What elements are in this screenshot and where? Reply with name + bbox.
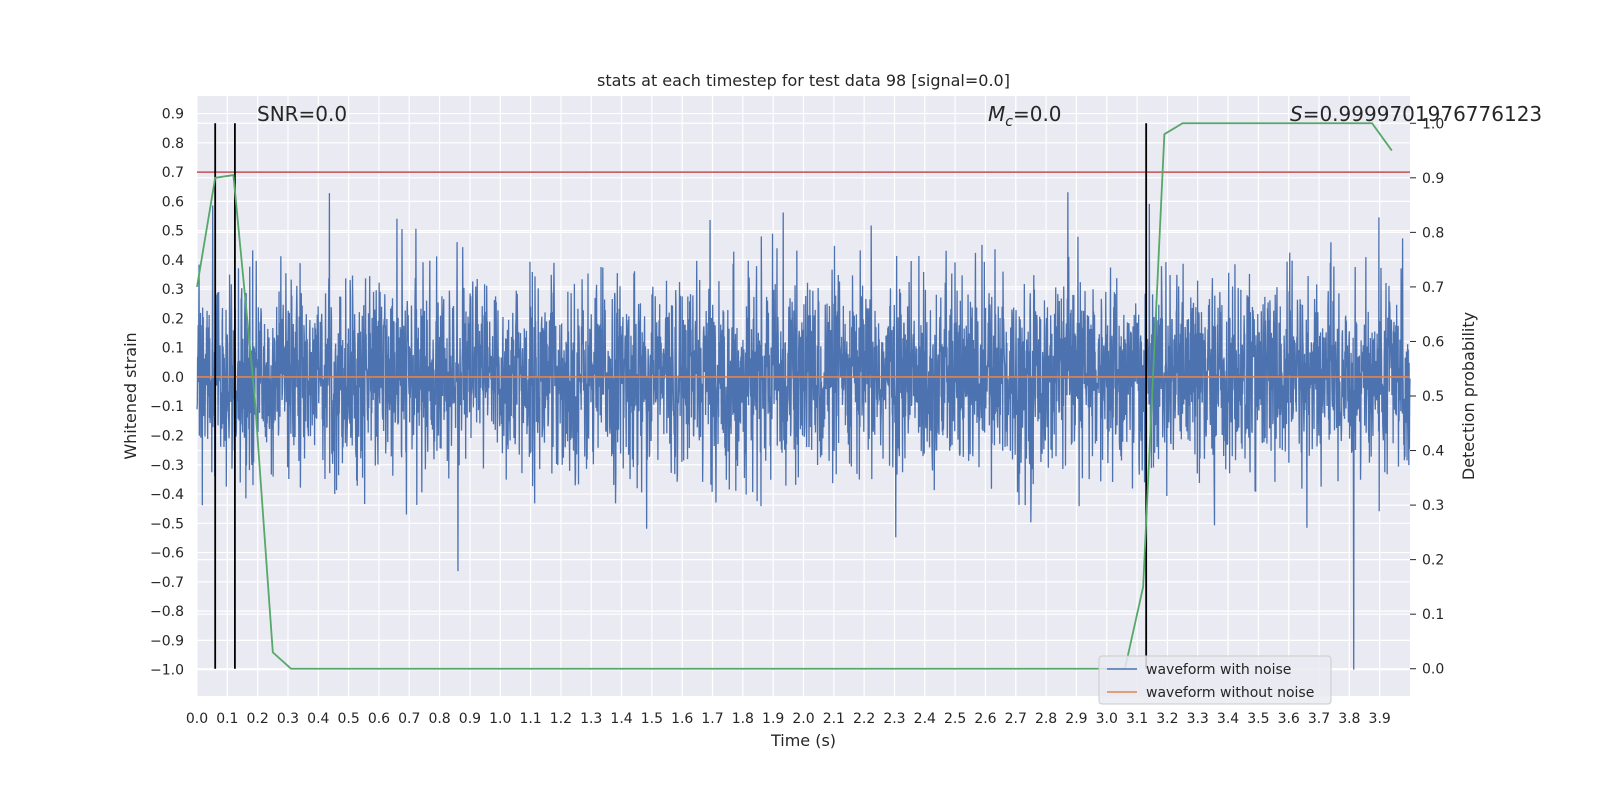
x-tick-label: 2.1 bbox=[823, 711, 845, 727]
x-tick-label: 3.1 bbox=[1126, 711, 1148, 727]
x-tick-label: 3.2 bbox=[1156, 711, 1178, 727]
y-tick-label: 0.8 bbox=[162, 136, 184, 152]
legend-label-waveform-without-noise: waveform without noise bbox=[1146, 685, 1314, 701]
x-tick-label: 0.2 bbox=[247, 711, 269, 727]
x-tick-label: 2.6 bbox=[974, 711, 996, 727]
x-tick-label: 2.0 bbox=[792, 711, 814, 727]
x-tick-label: 3.6 bbox=[1278, 711, 1300, 727]
x-tick-label: 0.0 bbox=[186, 711, 208, 727]
y-tick-label: 0.2 bbox=[162, 311, 184, 327]
x-axis-label: Time (s) bbox=[770, 731, 836, 750]
y-right-tick-label: 0.3 bbox=[1422, 498, 1444, 514]
x-tick-label: 2.2 bbox=[853, 711, 875, 727]
x-tick-label: 0.9 bbox=[459, 711, 481, 727]
y-right-axis-ticks: 1.0 0.9 0.8 0.7 0.6 0.5 0.4 0.3 0.2 0.1 0.0 bbox=[1410, 116, 1444, 678]
y-tick-label: −0.3 bbox=[150, 458, 184, 474]
y-tick-label: −0.1 bbox=[150, 399, 184, 415]
x-tick-label: 3.5 bbox=[1247, 711, 1269, 727]
vertical-markers bbox=[214, 123, 1148, 669]
y-right-tick-label: 0.6 bbox=[1422, 334, 1444, 350]
y-right-tick-label: 0.2 bbox=[1422, 553, 1444, 569]
annotation-snr: SNR=0.0 bbox=[257, 102, 347, 126]
x-tick-label: 0.5 bbox=[337, 711, 359, 727]
y-tick-label: 0.4 bbox=[162, 253, 184, 269]
y-tick-label: −0.9 bbox=[150, 633, 184, 649]
x-tick-label: 1.0 bbox=[489, 711, 511, 727]
x-tick-label: 2.8 bbox=[1035, 711, 1057, 727]
series-line-detection-probability bbox=[196, 122, 1393, 670]
x-tick-label: 0.8 bbox=[428, 711, 450, 727]
x-tick-label: 0.1 bbox=[216, 711, 238, 727]
legend-box bbox=[1098, 655, 1332, 705]
annotation-mc: Mc=0.0 bbox=[988, 102, 1062, 130]
y-tick-label: 0.7 bbox=[162, 165, 184, 181]
series-detection-probability bbox=[196, 122, 1393, 670]
x-tick-label: 1.1 bbox=[519, 711, 541, 727]
x-tick-label: 0.4 bbox=[307, 711, 329, 727]
x-tick-label: 3.0 bbox=[1096, 711, 1118, 727]
y-right-tick-label: 0.7 bbox=[1422, 280, 1444, 296]
y-tick-label: −0.5 bbox=[150, 516, 184, 532]
y-tick-label: 0.1 bbox=[162, 341, 184, 357]
x-tick-label: 2.9 bbox=[1065, 711, 1087, 727]
x-tick-label: 0.3 bbox=[277, 711, 299, 727]
y-right-axis-label: Detection probability bbox=[1459, 312, 1478, 480]
y-tick-label: 0.9 bbox=[162, 107, 184, 123]
annotation-mc-sub: c bbox=[1005, 114, 1013, 130]
x-tick-label: 1.8 bbox=[732, 711, 754, 727]
y-tick-label: 0.3 bbox=[162, 282, 184, 298]
x-tick-label: 1.7 bbox=[701, 711, 723, 727]
x-tick-label: 3.8 bbox=[1338, 711, 1360, 727]
legend-label-waveform-with-noise: waveform with noise bbox=[1146, 662, 1291, 678]
x-axis-ticks: 0.0 0.1 0.2 0.3 0.4 0.5 0.6 0.7 0.8 0.9 1.0 1.1 1.2 1… bbox=[186, 711, 1391, 727]
y-right-tick-label: 0.0 bbox=[1422, 662, 1444, 678]
x-tick-label: 1.2 bbox=[550, 711, 572, 727]
y-tick-label: −0.4 bbox=[150, 487, 184, 503]
x-tick-label: 2.7 bbox=[1005, 711, 1027, 727]
annotation-s-symbol: S bbox=[1290, 102, 1303, 126]
series-line-waveform-with-noise bbox=[196, 192, 1411, 670]
y-right-tick-label: 0.4 bbox=[1422, 444, 1444, 460]
legend: waveform with noise waveform without noi… bbox=[1098, 655, 1332, 705]
y-right-tick-label: 0.5 bbox=[1422, 389, 1444, 405]
y-right-tick-label: 0.1 bbox=[1422, 607, 1444, 623]
x-tick-label: 0.6 bbox=[368, 711, 390, 727]
annotation-s-value: =0.9999701976776123 bbox=[1303, 102, 1542, 126]
x-tick-label: 3.7 bbox=[1308, 711, 1330, 727]
y-tick-label: 0.5 bbox=[162, 224, 184, 240]
x-tick-label: 1.6 bbox=[671, 711, 693, 727]
annotation-mc-value: =0.0 bbox=[1013, 102, 1062, 126]
y-tick-label: −0.8 bbox=[150, 604, 184, 620]
y-axis-ticks: 0.9 0.8 0.7 0.6 0.5 0.4 0.3 0.2 0.1 0.0 −0.1 −0.2 −0… bbox=[150, 107, 184, 679]
y-right-tick-label: 1.0 bbox=[1422, 116, 1444, 132]
y-tick-label: 0.6 bbox=[162, 194, 184, 210]
x-tick-label: 3.4 bbox=[1217, 711, 1239, 727]
annotation-mc-symbol: M bbox=[988, 102, 1005, 126]
y-tick-label: −0.2 bbox=[150, 429, 184, 445]
x-tick-label: 1.9 bbox=[762, 711, 784, 727]
x-tick-label: 3.3 bbox=[1187, 711, 1209, 727]
y-tick-label: 0.0 bbox=[162, 370, 184, 386]
chart-title: stats at each timestep for test data 98 … bbox=[597, 71, 1010, 90]
x-tick-label: 2.3 bbox=[883, 711, 905, 727]
y-right-tick-label: 0.8 bbox=[1422, 225, 1444, 241]
x-tick-label: 1.3 bbox=[580, 711, 602, 727]
series-waveform-with-noise bbox=[196, 192, 1411, 670]
x-tick-label: 2.4 bbox=[914, 711, 936, 727]
y-tick-label: −1.0 bbox=[150, 663, 184, 679]
y-axis-label: Whitened strain bbox=[121, 332, 140, 459]
x-tick-label: 3.9 bbox=[1369, 711, 1391, 727]
annotation-s: S=0.9999701976776123 bbox=[1290, 102, 1542, 126]
x-tick-label: 2.5 bbox=[944, 711, 966, 727]
x-tick-label: 1.4 bbox=[610, 711, 632, 727]
x-tick-label: 1.5 bbox=[641, 711, 663, 727]
x-tick-label: 0.7 bbox=[398, 711, 420, 727]
y-tick-label: −0.6 bbox=[150, 546, 184, 562]
y-tick-label: −0.7 bbox=[150, 575, 184, 591]
y-right-tick-label: 0.9 bbox=[1422, 171, 1444, 187]
